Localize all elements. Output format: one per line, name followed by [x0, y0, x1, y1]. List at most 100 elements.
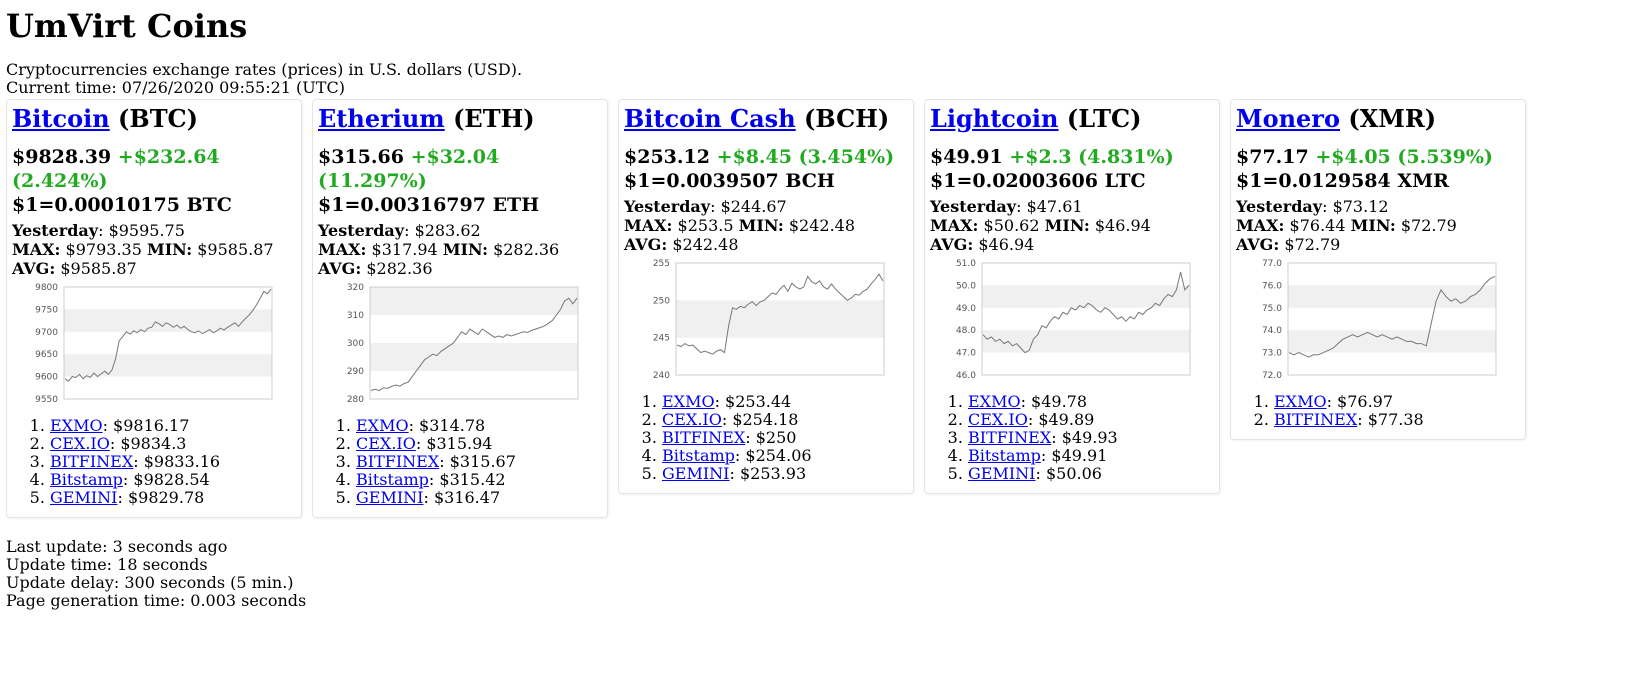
y-tick-label: 9700 — [35, 328, 58, 338]
exchange-link[interactable]: EXMO — [356, 416, 409, 435]
coin-card-ltc: Lightcoin (LTC) $49.91 +$2.3 (4.831%) $1… — [924, 99, 1220, 494]
exchange-item: GEMINI: $50.06 — [968, 465, 1214, 483]
exchange-link[interactable]: CEX.IO — [662, 410, 722, 429]
coin-name-link[interactable]: Bitcoin — [12, 104, 110, 133]
price-chart-svg: 9550 9600 9650 9700 9750 9800 — [35, 283, 273, 405]
yesterday-label: Yesterday — [318, 221, 405, 240]
exchange-link[interactable]: CEX.IO — [968, 410, 1028, 429]
last-update: Last update: 3 seconds ago — [6, 537, 228, 556]
price-change: +$4.05 (5.539%) — [1315, 146, 1493, 168]
chart-frame — [981, 262, 1191, 376]
exchange-item: EXMO: $49.78 — [968, 393, 1214, 411]
exchange-item: CEX.IO: $254.18 — [662, 411, 908, 429]
max-min-row: MAX: $50.62 MIN: $46.94 — [930, 216, 1214, 235]
exchange-link[interactable]: EXMO — [50, 416, 103, 435]
coin-card-eth: Etherium (ETH) $315.66 +$32.04 (11.297%)… — [312, 99, 608, 518]
exchange-price: : $250 — [745, 428, 797, 447]
price-line-series — [370, 297, 578, 392]
exchange-link[interactable]: EXMO — [968, 392, 1021, 411]
exchange-link[interactable]: GEMINI — [662, 464, 730, 483]
exchange-item: BITFINEX: $9833.16 — [50, 453, 296, 471]
min-value: $282.36 — [493, 240, 560, 259]
avg-row: AVG: $242.48 — [624, 235, 908, 254]
stats: Yesterday: $47.61 MAX: $50.62 MIN: $46.9… — [930, 197, 1214, 254]
min-label: MIN: — [442, 240, 488, 259]
y-tick-label: 240 — [653, 371, 670, 381]
chart-band — [982, 285, 1190, 308]
coin-price: $49.91 — [930, 146, 1003, 168]
page: UmVirt Coins Cryptocurrencies exchange r… — [0, 0, 1645, 610]
y-tick-label: 9800 — [35, 283, 58, 293]
exchange-link[interactable]: BITFINEX — [662, 428, 746, 447]
coin-price: $253.12 — [624, 146, 710, 168]
exchange-link[interactable]: BITFINEX — [50, 452, 134, 471]
exchange-link[interactable]: Bitstamp — [662, 446, 735, 465]
exchange-price: : $9829.78 — [117, 488, 205, 507]
price-change: +$232.64 (2.424%) — [12, 146, 220, 192]
chart-band — [982, 330, 1190, 353]
price-change: +$32.04 (11.297%) — [318, 146, 500, 192]
exchange-link[interactable]: Bitstamp — [50, 470, 123, 489]
y-tick-label: 9650 — [35, 350, 58, 360]
exchange-price: : $315.42 — [428, 470, 506, 489]
exchange-link[interactable]: CEX.IO — [50, 434, 110, 453]
min-value: $242.48 — [788, 216, 856, 235]
exchange-item: CEX.IO: $49.89 — [968, 411, 1214, 429]
max-value: $253.5 — [677, 216, 734, 235]
stats: Yesterday: $244.67 MAX: $253.5 MIN: $242… — [624, 197, 908, 254]
y-tick-label: 9600 — [35, 373, 58, 383]
avg-row: AVG: $72.79 — [1236, 235, 1520, 254]
price-chart: 9550 9600 9650 9700 9750 9800 — [12, 279, 296, 409]
yesterday-row: Yesterday: $244.67 — [624, 197, 787, 216]
price-line-series — [982, 271, 1190, 354]
exchange-price: : $9834.3 — [109, 434, 187, 453]
exchange-link[interactable]: GEMINI — [50, 488, 118, 507]
exchange-link[interactable]: BITFINEX — [968, 428, 1052, 447]
yesterday-value: $283.62 — [414, 221, 481, 240]
exchange-item: CEX.IO: $9834.3 — [50, 435, 296, 453]
coin-name-link[interactable]: Etherium — [318, 104, 445, 133]
intro: Cryptocurrencies exchange rates (prices)… — [6, 61, 1645, 99]
exchange-list: EXMO: $253.44CEX.IO: $254.18BITFINEX: $2… — [624, 393, 908, 483]
exchange-link[interactable]: EXMO — [1274, 392, 1327, 411]
price-chart: 46.0 47.0 48.0 49.0 50.0 51.0 — [930, 255, 1214, 385]
min-value: $9585.87 — [197, 240, 274, 259]
max-value: $317.94 — [371, 240, 438, 259]
y-tick-label: 77.0 — [1262, 259, 1282, 269]
price-line: $77.17 +$4.05 (5.539%) — [1236, 145, 1520, 169]
page-title: UmVirt Coins — [6, 7, 248, 45]
coin-name-link[interactable]: Monero — [1236, 104, 1340, 133]
y-tick-label: 48.0 — [956, 326, 976, 336]
max-min-row: MAX: $9793.35 MIN: $9585.87 — [12, 240, 296, 259]
exchange-price: : $314.78 — [408, 416, 486, 435]
exchange-link[interactable]: CEX.IO — [356, 434, 416, 453]
exchange-link[interactable]: BITFINEX — [356, 452, 440, 471]
min-label: MIN: — [1044, 216, 1090, 235]
exchange-price: : $254.18 — [721, 410, 799, 429]
coin-card-btc: Bitcoin (BTC) $9828.39 +$232.64 (2.424%)… — [6, 99, 302, 518]
price-chart-svg: 240 245 250 255 — [653, 259, 885, 381]
update-time: Update time: 18 seconds — [6, 555, 208, 574]
exchange-price: : $49.93 — [1051, 428, 1118, 447]
dollar-rate: $1=0.00010175 BTC — [12, 194, 232, 216]
price-change: +$2.3 (4.831%) — [1009, 146, 1174, 168]
exchange-link[interactable]: Bitstamp — [968, 446, 1041, 465]
chart-band — [1288, 285, 1496, 308]
exchange-link[interactable]: BITFINEX — [1274, 410, 1358, 429]
yesterday-row: Yesterday: $47.61 — [930, 197, 1083, 216]
avg-label: AVG: — [318, 259, 362, 278]
exchange-link[interactable]: GEMINI — [356, 488, 424, 507]
max-label: MAX: — [930, 216, 979, 235]
max-label: MAX: — [12, 240, 61, 259]
chart-frame — [63, 286, 273, 400]
exchange-link[interactable]: GEMINI — [968, 464, 1036, 483]
coin-name-link[interactable]: Bitcoin Cash — [624, 104, 796, 133]
coin-name-link[interactable]: Lightcoin — [930, 104, 1059, 133]
max-label: MAX: — [1236, 216, 1285, 235]
footer: Last update: 3 seconds ago Update time: … — [6, 538, 1645, 610]
chart-frame — [675, 262, 885, 376]
exchange-link[interactable]: EXMO — [662, 392, 715, 411]
price-chart-svg: 72.0 73.0 74.0 75.0 76.0 77.0 — [1262, 259, 1497, 381]
chart-frame — [1287, 262, 1497, 376]
exchange-link[interactable]: Bitstamp — [356, 470, 429, 489]
